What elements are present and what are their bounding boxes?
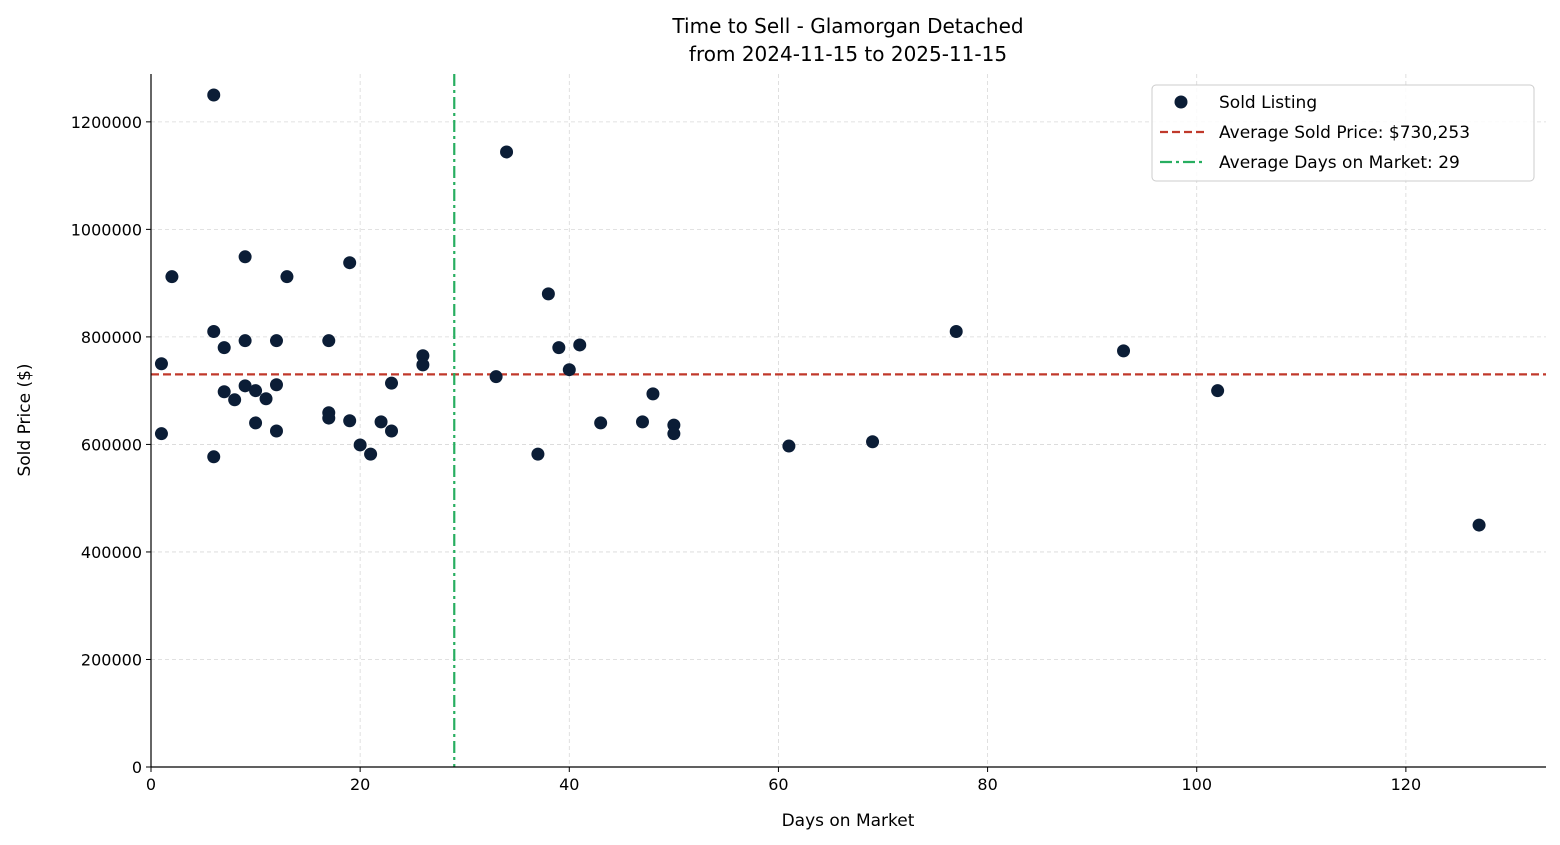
- data-point: [416, 358, 430, 372]
- y-tick-label: 0: [132, 758, 142, 777]
- legend-box: [1151, 84, 1535, 182]
- y-axis-label: Sold Price ($): [15, 363, 35, 476]
- data-point: [269, 424, 283, 438]
- x-tick-label: 40: [559, 775, 579, 794]
- data-point: [322, 411, 336, 425]
- x-tick-label: 100: [1181, 775, 1212, 794]
- x-tick-label: 80: [977, 775, 997, 794]
- data-point: [322, 334, 336, 348]
- data-point: [385, 376, 399, 390]
- x-tick-label: 120: [1391, 775, 1422, 794]
- x-tick-label: 0: [146, 775, 156, 794]
- x-axis-label: Days on Market: [782, 811, 915, 831]
- x-tick-label: 60: [768, 775, 788, 794]
- grid: [150, 74, 1546, 768]
- data-point: [269, 334, 283, 348]
- y-tick-label: 1000000: [71, 220, 142, 239]
- chart-title: Time to Sell - Glamorgan Detached: [671, 14, 1023, 38]
- legend: Sold Listing Average Sold Price: $730,253…: [1151, 84, 1535, 182]
- data-point: [249, 384, 263, 398]
- data-point: [238, 250, 252, 264]
- data-point: [1211, 384, 1225, 398]
- data-point: [782, 439, 796, 453]
- legend-marker-sold: [1174, 95, 1188, 109]
- data-point: [353, 438, 367, 452]
- data-point: [416, 349, 430, 363]
- data-point: [1117, 344, 1131, 358]
- data-point: [635, 415, 649, 429]
- data-point: [259, 392, 273, 406]
- data-point: [238, 334, 252, 348]
- data-point: [207, 325, 221, 339]
- y-tick-label: 200000: [81, 650, 142, 669]
- data-point: [949, 325, 963, 339]
- data-point: [207, 88, 221, 102]
- data-point: [364, 447, 378, 461]
- data-point: [500, 145, 514, 159]
- data-point: [249, 416, 263, 430]
- data-point: [228, 393, 242, 407]
- data-point: [646, 387, 660, 401]
- y-tick-label: 400000: [81, 543, 142, 562]
- legend-label-sold: Sold Listing: [1219, 93, 1317, 113]
- data-point: [385, 424, 399, 438]
- data-point: [165, 270, 179, 284]
- axes: 0 20 40 60 80 100 120 0 200000 400000 600000 800000…: [71, 74, 1546, 794]
- y-tick-label: 600000: [81, 435, 142, 454]
- y-tick-label: 800000: [81, 328, 142, 347]
- data-points: [154, 88, 1486, 532]
- data-point: [562, 363, 576, 377]
- data-point: [217, 341, 231, 355]
- x-tick-label: 20: [350, 775, 370, 794]
- data-point: [531, 447, 545, 461]
- data-point: [238, 379, 252, 393]
- data-point: [280, 270, 294, 284]
- data-point: [573, 338, 587, 352]
- data-point: [489, 370, 503, 384]
- data-point: [374, 415, 388, 429]
- data-point: [552, 341, 566, 355]
- data-point: [217, 385, 231, 399]
- data-point: [343, 414, 357, 428]
- data-point: [594, 416, 608, 430]
- data-point: [154, 427, 168, 441]
- data-point: [1472, 518, 1486, 532]
- chart-subtitle: from 2024-11-15 to 2025-11-15: [689, 42, 1007, 66]
- data-point: [667, 427, 681, 441]
- data-point: [343, 256, 357, 270]
- legend-label-horizontal: Average Sold Price: $730,253: [1219, 123, 1470, 143]
- data-point: [207, 450, 221, 464]
- data-point: [866, 435, 880, 449]
- data-point: [541, 287, 555, 301]
- reference-lines: [151, 74, 1546, 767]
- legend-label-vertical: Average Days on Market: 29: [1219, 153, 1460, 173]
- y-tick-label: 1200000: [71, 113, 142, 132]
- data-point: [154, 357, 168, 371]
- data-point: [269, 378, 283, 392]
